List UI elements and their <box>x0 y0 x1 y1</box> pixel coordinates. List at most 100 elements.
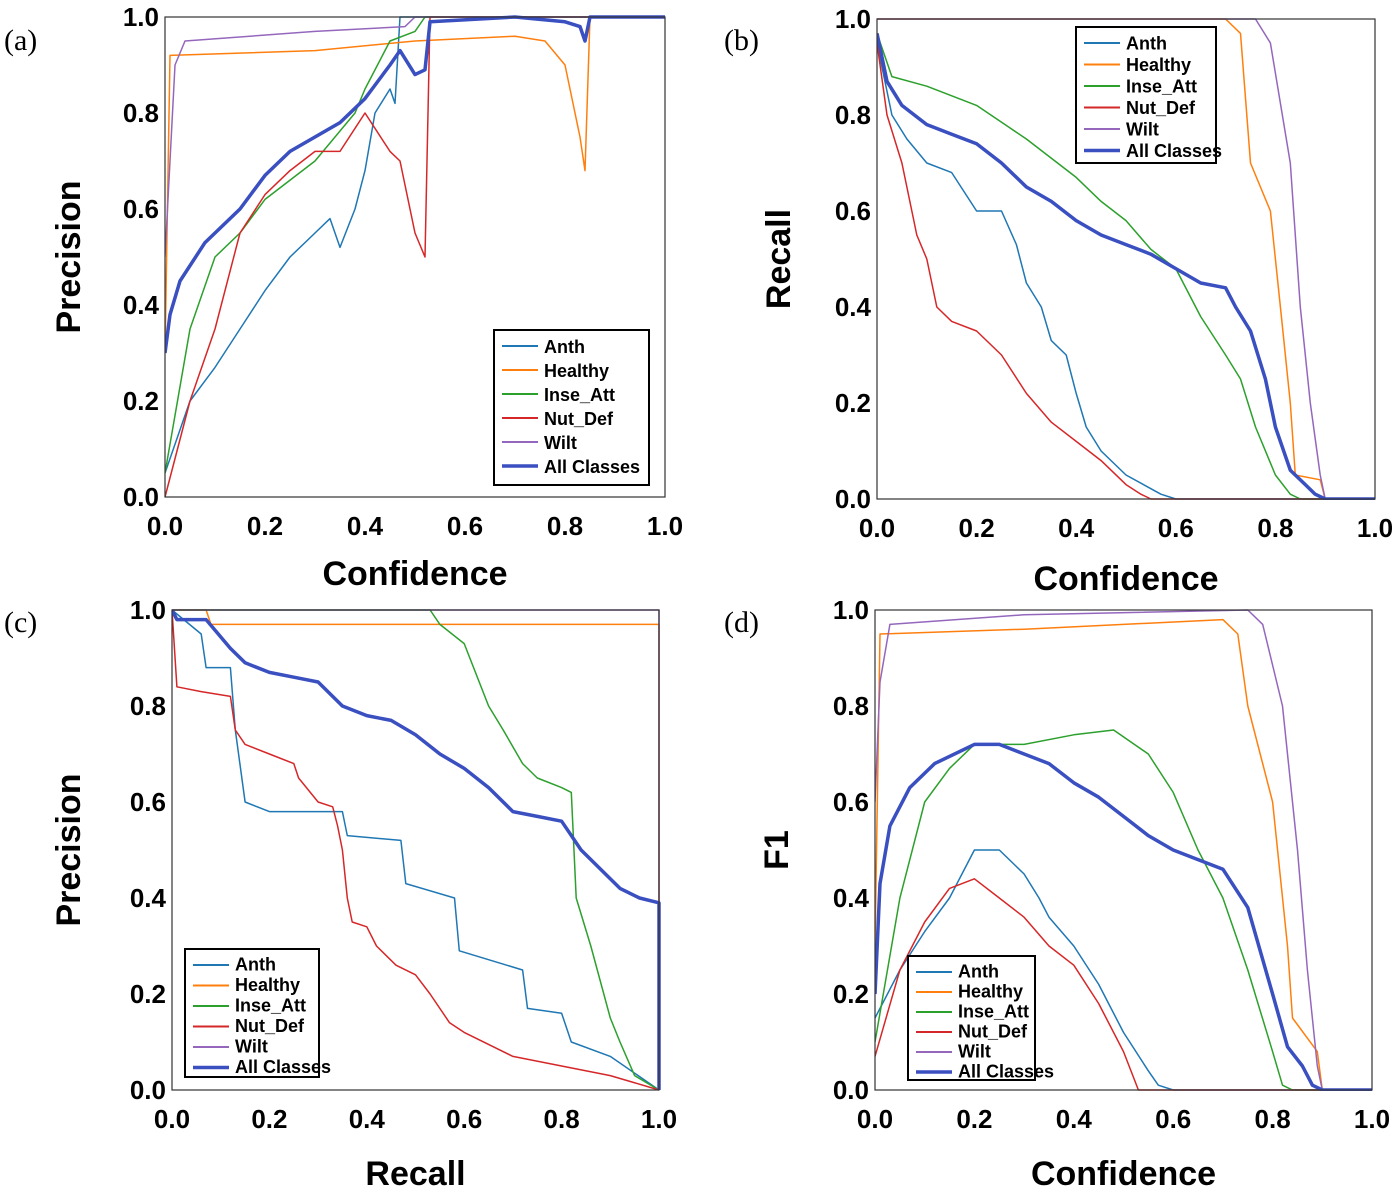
y-tick-label: 0.0 <box>833 1075 869 1105</box>
series-line-all-classes <box>172 609 661 1090</box>
legend-label: Healthy <box>958 982 1023 1002</box>
legend-label: All Classes <box>544 457 640 477</box>
x-tick-label: 0.6 <box>446 1104 482 1134</box>
legend-label: Healthy <box>1126 55 1191 75</box>
series-line-inse-att <box>165 16 665 474</box>
legend-label: All Classes <box>1126 141 1222 161</box>
x-tick-label: 0.2 <box>251 1104 287 1134</box>
y-tick-label: 0.2 <box>130 979 166 1009</box>
legend-box <box>493 329 650 486</box>
legend-label: Anth <box>1126 33 1167 53</box>
panel-a: (a) 0.0 0.2 0.4 0.6 0.8 1.0 0.0 0.2 0.4 0.6 0.8 1.0 C… <box>4 2 683 593</box>
panel-label: (a) <box>4 24 37 57</box>
series-line-anth <box>172 609 660 1091</box>
x-tick-label: 1.0 <box>641 1104 677 1134</box>
y-tick-label: 1.0 <box>835 4 871 34</box>
series-line-anth <box>165 16 665 474</box>
series-line-nut-def <box>165 16 665 498</box>
legend-label: Wilt <box>1126 119 1159 139</box>
legend-label: Wilt <box>958 1042 991 1062</box>
y-tick-label: 0.4 <box>130 883 167 913</box>
x-tick-label: 0.6 <box>1158 513 1194 543</box>
x-tick-label: 1.0 <box>647 511 683 541</box>
y-tick-label: 0.6 <box>123 194 159 224</box>
series-line-nut-def <box>877 42 1375 500</box>
legend-box <box>907 955 1036 1081</box>
series-line-inse-att <box>172 609 660 1091</box>
x-axis-label: Confidence <box>1031 1155 1216 1193</box>
y-tick-label: 0.2 <box>123 386 159 416</box>
y-tick-label: 1.0 <box>130 595 166 625</box>
y-tick-label: 0.8 <box>123 98 159 128</box>
y-tick-label: 0.0 <box>835 484 871 514</box>
legend-label: All Classes <box>235 1057 331 1077</box>
plot-frame <box>164 16 666 498</box>
y-tick-label: 0.6 <box>835 196 871 226</box>
x-tick-label: 0.6 <box>447 511 483 541</box>
y-tick-label: 0.4 <box>835 292 872 322</box>
x-axis-label: Confidence <box>1033 560 1218 598</box>
y-tick-label: 0.0 <box>130 1075 166 1105</box>
series-line-inse-att <box>877 33 1375 500</box>
y-tick-label: 1.0 <box>833 595 869 625</box>
x-tick-label: 0.2 <box>959 513 995 543</box>
legend-label: Inse_Att <box>235 996 306 1016</box>
series-line-all-classes <box>877 33 1375 500</box>
y-tick-label: 0.8 <box>835 100 871 130</box>
x-tick-label: 0.8 <box>544 1104 580 1134</box>
series-group <box>877 18 1375 500</box>
x-tick-label: 0.0 <box>857 1104 893 1134</box>
plot-frame <box>171 609 660 1091</box>
legend-label: Wilt <box>544 433 577 453</box>
legend-label: Healthy <box>235 975 300 995</box>
series-line-wilt <box>877 18 1375 500</box>
legend-label: Wilt <box>235 1037 268 1057</box>
y-tick-label: 0.2 <box>835 388 871 418</box>
series-line-all-classes <box>875 742 1372 1091</box>
y-tick-label: 0.8 <box>833 691 869 721</box>
x-axis-label: Confidence <box>322 555 507 593</box>
y-axis-label: Recall <box>760 209 798 309</box>
series-line-all-classes <box>165 15 665 354</box>
x-tick-label: 0.0 <box>859 513 895 543</box>
series-line-nut-def <box>172 609 660 1091</box>
series-group <box>875 609 1372 1091</box>
legend-label: Inse_Att <box>958 1002 1029 1022</box>
y-tick-label: 0.8 <box>130 691 166 721</box>
x-tick-label: 0.0 <box>154 1104 190 1134</box>
plot-frame <box>876 18 1376 500</box>
y-tick-label: 0.0 <box>123 482 159 512</box>
panel-label: (c) <box>4 606 37 639</box>
y-axis-label: Precision <box>50 180 88 333</box>
series-line-wilt <box>875 609 1372 1091</box>
x-tick-label: 0.2 <box>956 1104 992 1134</box>
x-tick-label: 0.4 <box>347 511 384 541</box>
series-group <box>165 15 665 498</box>
series-line-healthy <box>875 618 1372 1091</box>
legend-label: Anth <box>235 955 276 975</box>
panel-d: (d) 0.0 0.2 0.4 0.6 0.8 1.0 0.0 0.2 0.4 0.6 0.8 1.0 C… <box>724 595 1390 1193</box>
x-tick-label: 0.4 <box>1058 513 1095 543</box>
legend-label: Anth <box>544 337 585 357</box>
y-axis-label: F1 <box>758 830 796 870</box>
x-tick-label: 0.8 <box>1257 513 1293 543</box>
x-tick-label: 0.8 <box>547 511 583 541</box>
x-tick-label: 0.0 <box>147 511 183 541</box>
y-tick-label: 0.6 <box>833 787 869 817</box>
legend-label: Nut_Def <box>235 1016 305 1036</box>
series-line-healthy <box>165 16 665 354</box>
plot-frame <box>874 609 1373 1091</box>
legend-label: Inse_Att <box>1126 76 1197 96</box>
y-tick-label: 1.0 <box>123 2 159 32</box>
x-tick-label: 0.4 <box>1056 1104 1093 1134</box>
y-tick-label: 0.4 <box>123 290 160 320</box>
series-line-nut-def <box>875 878 1372 1091</box>
series-line-anth <box>875 849 1372 1091</box>
y-tick-label: 0.6 <box>130 787 166 817</box>
series-line-inse-att <box>875 729 1372 1091</box>
panel-c: (c) 0.0 0.2 0.4 0.6 0.8 1.0 0.0 0.2 0.4 0.6 0.8 1.0 R… <box>4 595 677 1193</box>
panel-label: (d) <box>724 606 759 639</box>
